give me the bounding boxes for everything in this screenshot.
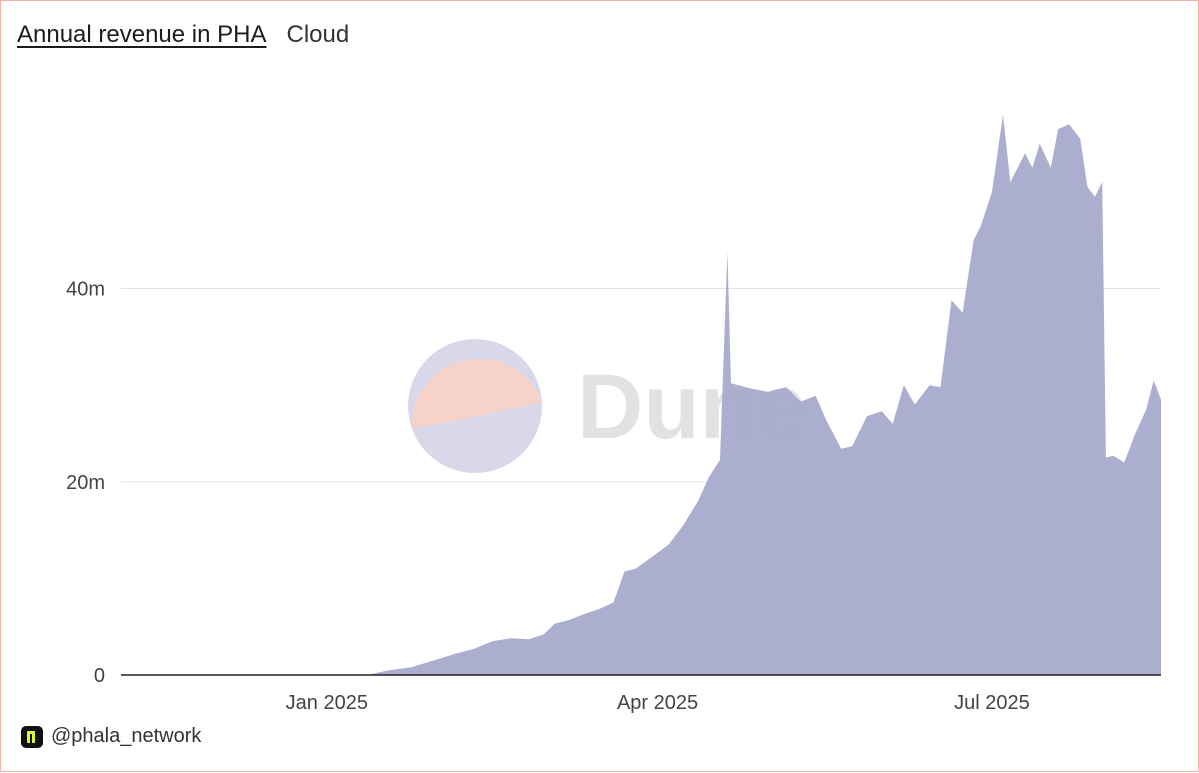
chart-subtitle: Cloud (286, 21, 350, 48)
phala-logo-icon (21, 725, 43, 748)
x-tick-label: Jul 2025 (954, 692, 1030, 714)
chart-header: Annual revenue in PHA Cloud (17, 21, 349, 49)
y-tick-label: 0 (94, 665, 105, 687)
watermark-circle-top (411, 358, 542, 429)
y-tick-label: 40m (66, 279, 105, 301)
attribution: @phala_network (21, 725, 201, 748)
x-tick-label: Jan 2025 (286, 692, 368, 714)
revenue-area (121, 114, 1161, 676)
dune-watermark: Dune (408, 339, 807, 473)
y-tick-label: 20m (66, 472, 105, 494)
attribution-handle[interactable]: @phala_network (51, 725, 202, 747)
chart-title[interactable]: Annual revenue in PHA (17, 21, 267, 48)
x-tick-label: Apr 2025 (617, 692, 698, 714)
